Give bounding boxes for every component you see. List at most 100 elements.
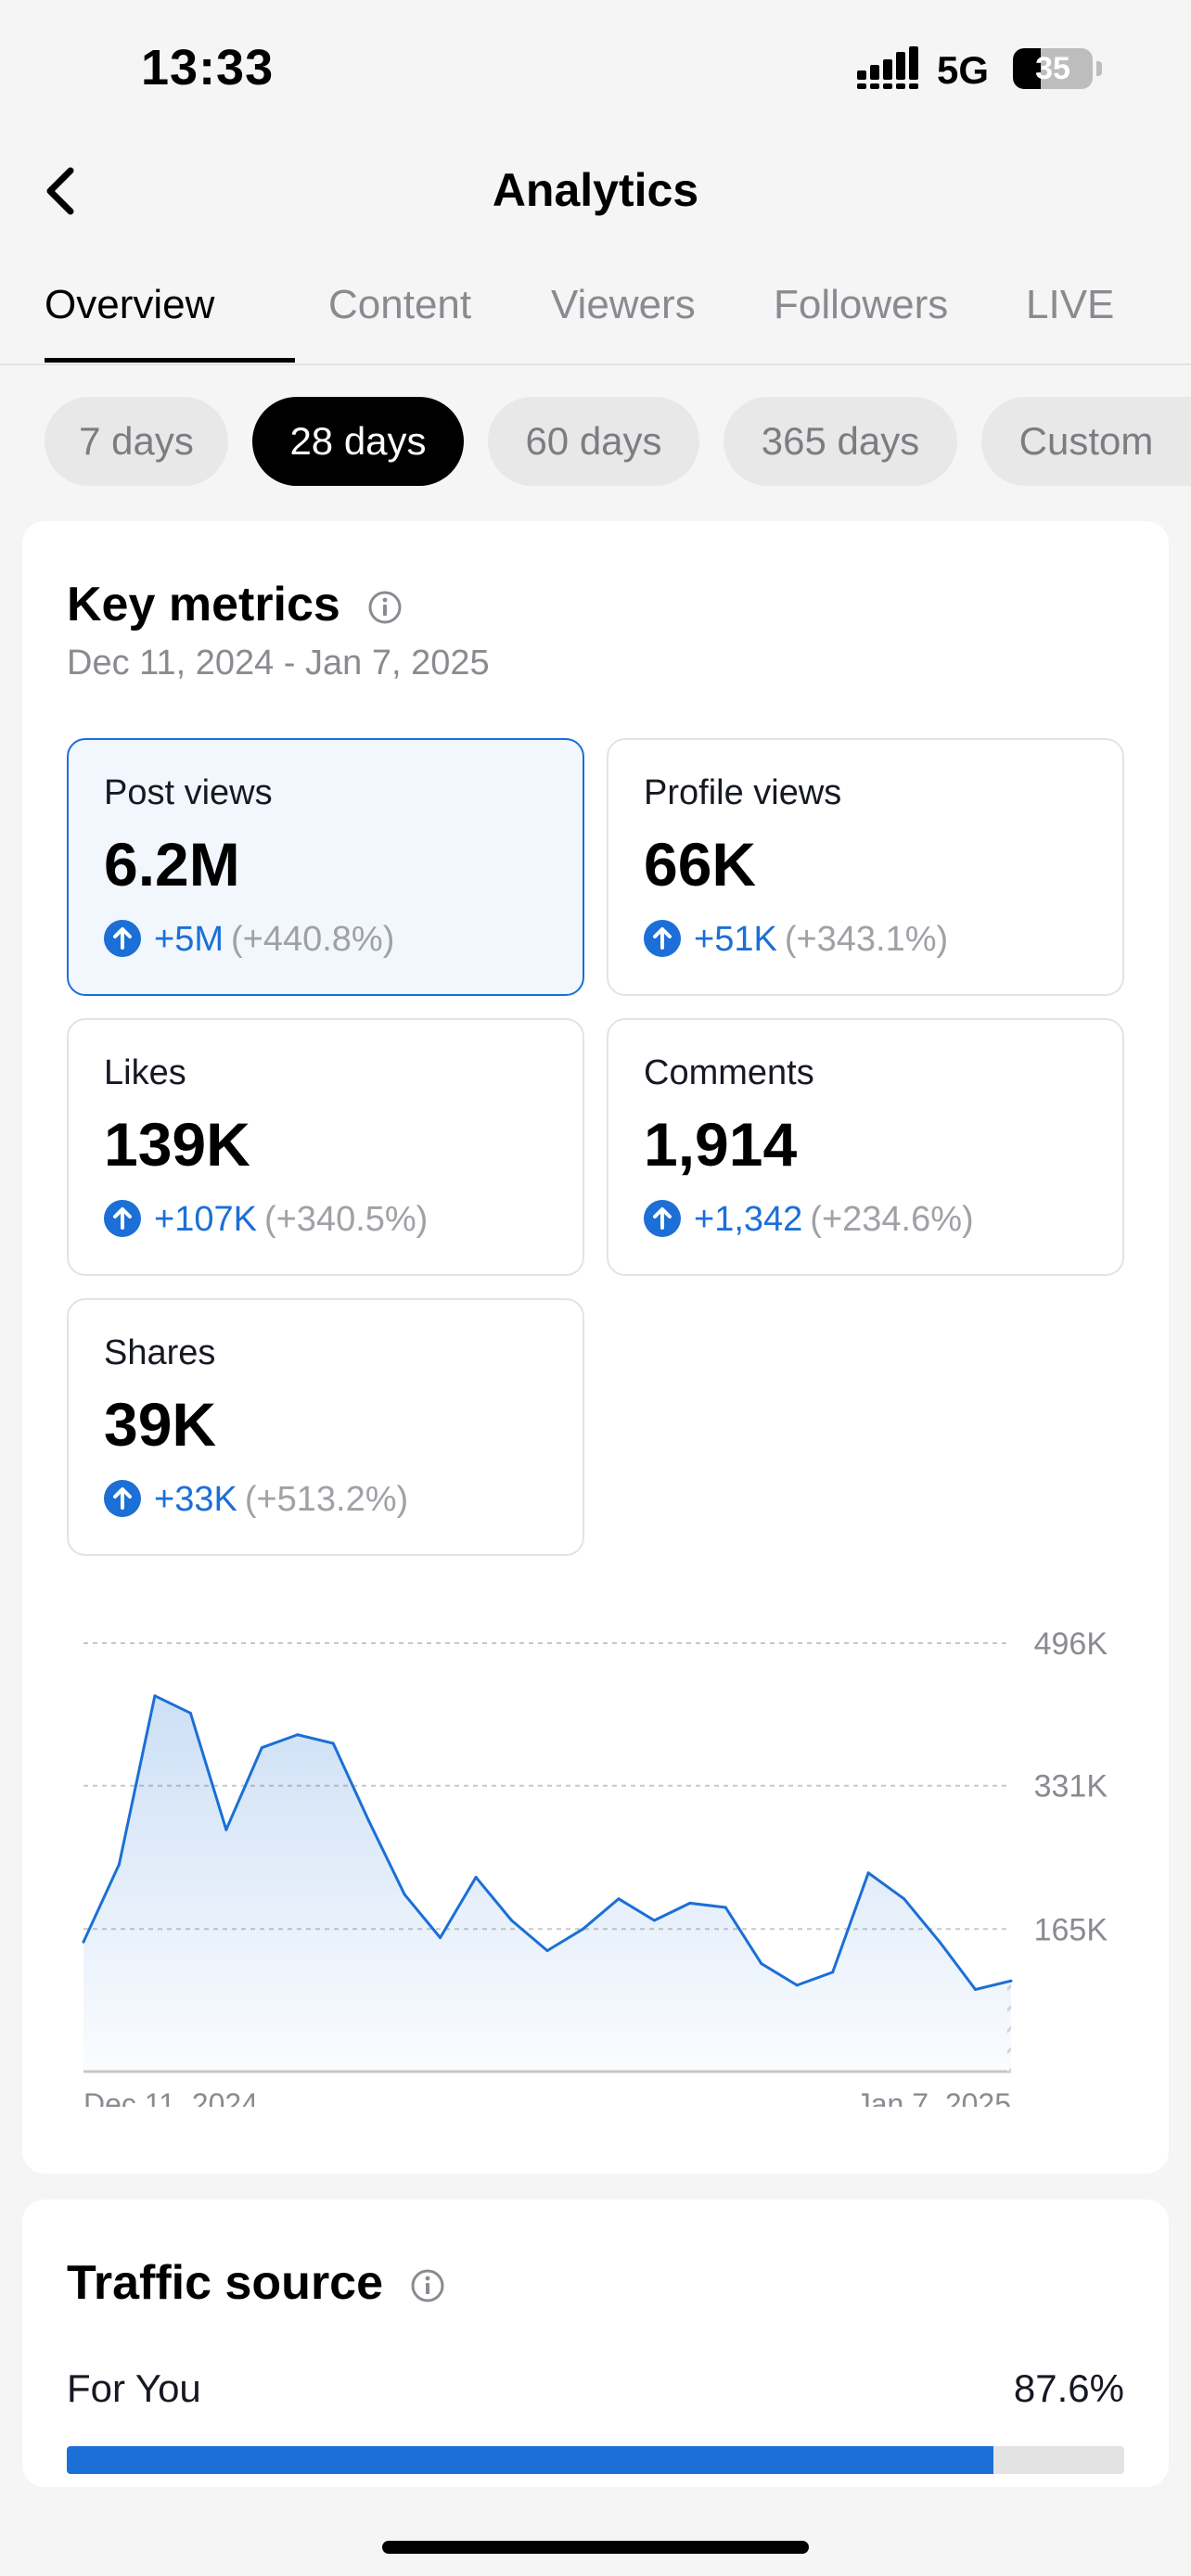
chip-7-days[interactable]: 7 days (45, 397, 228, 486)
change-absolute: +107K (154, 1200, 257, 1239)
key-metrics-title-text: Key metrics (67, 578, 340, 631)
data-point (724, 1906, 727, 1909)
traffic-source-title-text: Traffic source (67, 2256, 384, 2310)
data-point (82, 1940, 85, 1944)
data-point (153, 1694, 157, 1698)
x-end-label: Jan 7, 2025 (856, 2087, 1011, 2107)
data-point (688, 1901, 692, 1905)
battery-percent: 35 (1035, 51, 1070, 86)
traffic-source-bar (67, 2446, 1124, 2474)
change-percent: (+440.8%) (230, 920, 395, 959)
metric-value: 139K (104, 1110, 250, 1179)
x-start-label: Dec 11, 2024 (83, 2087, 258, 2107)
metric-label: Post views (104, 773, 273, 812)
arrow-up-icon (644, 1199, 681, 1237)
data-point (474, 1875, 478, 1879)
y-tick-label: 165K (1034, 1912, 1108, 1947)
active-tab-indicator (45, 358, 295, 363)
battery-level-fill (1013, 48, 1042, 89)
data-point (831, 1970, 835, 1974)
traffic-source-percent: 87.6% (1013, 2366, 1124, 2410)
data-point (545, 1949, 549, 1953)
metric-change: +51K (+343.1%) (644, 919, 948, 960)
data-point (117, 1862, 121, 1866)
metric-label: Profile views (644, 773, 842, 812)
metric-value: 1,914 (644, 1110, 798, 1179)
signal-icon (857, 46, 918, 89)
tab-overview[interactable]: Overview (45, 282, 215, 327)
change-percent: (+234.6%) (810, 1200, 974, 1239)
chip-28-days[interactable]: 28 days (252, 397, 464, 486)
data-point (866, 1871, 870, 1875)
data-point (617, 1897, 621, 1901)
change-absolute: +5M (154, 920, 224, 959)
arrow-up-icon (104, 1479, 141, 1517)
change-percent: (+340.5%) (263, 1200, 429, 1239)
metric-shares[interactable]: Shares 39K +33K (+513.2%) (67, 1298, 584, 1556)
metric-label: Comments (644, 1053, 814, 1092)
change-percent: (+513.2%) (244, 1480, 409, 1519)
chevron-left-icon[interactable] (37, 158, 93, 223)
metric-change: +107K (+340.5%) (104, 1199, 429, 1240)
battery-nub (1096, 61, 1102, 76)
metric-value: 6.2M (104, 830, 240, 899)
data-point (795, 1983, 799, 1987)
data-point (760, 1962, 763, 1966)
metric-change: +33K (+513.2%) (104, 1479, 409, 1520)
data-point (367, 1819, 371, 1823)
change-absolute: +51K (694, 920, 777, 959)
metric-value: 39K (104, 1390, 217, 1459)
tab-bar: Overview Content Viewers Followers LIVE (0, 269, 1191, 365)
arrow-up-icon (104, 1199, 141, 1237)
data-point (439, 1936, 442, 1940)
y-tick-label: 331K (1034, 1769, 1108, 1804)
page-title: Analytics (492, 164, 699, 216)
metric-post-views[interactable]: Post views 6.2M +5M (+440.8%) (67, 738, 584, 996)
tab-viewers[interactable]: Viewers (551, 282, 696, 327)
metric-value: 66K (644, 830, 757, 899)
data-point (652, 1919, 656, 1922)
data-point (1009, 1979, 1013, 1983)
traffic-source-row: For You 87.6% (67, 2366, 1124, 2422)
info-icon[interactable] (366, 589, 403, 626)
data-point (581, 1927, 584, 1931)
chip-365-days[interactable]: 365 days (724, 397, 957, 486)
metric-label: Shares (104, 1333, 216, 1372)
date-range: Dec 11, 2024 - Jan 7, 2025 (67, 644, 490, 682)
tab-followers[interactable]: Followers (774, 282, 949, 327)
post-views-chart[interactable]: 496K 331K 165K Dec 11, 2024 Jan 7, 2025 (22, 1588, 1169, 2107)
key-metrics-card: Key metrics Dec 11, 2024 - Jan 7, 2025 P… (22, 521, 1169, 2174)
network-type: 5G (937, 48, 990, 92)
data-point (974, 1988, 978, 1992)
metric-profile-views[interactable]: Profile views 66K +51K (+343.1%) (607, 738, 1124, 996)
home-indicator (382, 2541, 809, 2554)
metric-comments[interactable]: Comments 1,914 +1,342 (+234.6%) (607, 1018, 1124, 1276)
data-point (403, 1893, 406, 1896)
metric-label: Likes (104, 1053, 186, 1092)
tab-live[interactable]: LIVE (1026, 282, 1115, 327)
status-time: 13:33 (141, 40, 275, 96)
chip-60-days[interactable]: 60 days (488, 397, 699, 486)
status-bar: 13:33 5G 35 (0, 0, 1191, 139)
data-point (510, 1919, 514, 1922)
data-point (224, 1828, 228, 1831)
chip-custom[interactable]: Custom (981, 397, 1191, 486)
info-icon[interactable] (409, 2267, 446, 2304)
traffic-source-title: Traffic source (67, 2255, 446, 2311)
metric-change: +1,342 (+234.6%) (644, 1199, 974, 1240)
traffic-source-card: Traffic source For You 87.6% (22, 2200, 1169, 2487)
key-metrics-title: Key metrics (67, 577, 403, 632)
data-point (938, 1940, 941, 1944)
y-tick-label: 496K (1034, 1626, 1108, 1662)
header: Analytics (0, 139, 1191, 241)
metric-likes[interactable]: Likes 139K +107K (+340.5%) (67, 1018, 584, 1276)
battery-icon: 35 (1013, 48, 1093, 89)
data-point (296, 1733, 300, 1737)
traffic-source-label: For You (67, 2366, 201, 2410)
tab-content[interactable]: Content (328, 282, 472, 327)
data-point (331, 1741, 335, 1745)
change-absolute: +1,342 (694, 1200, 803, 1239)
arrow-up-icon (104, 919, 141, 957)
change-absolute: +33K (154, 1480, 237, 1519)
data-point (260, 1746, 263, 1750)
